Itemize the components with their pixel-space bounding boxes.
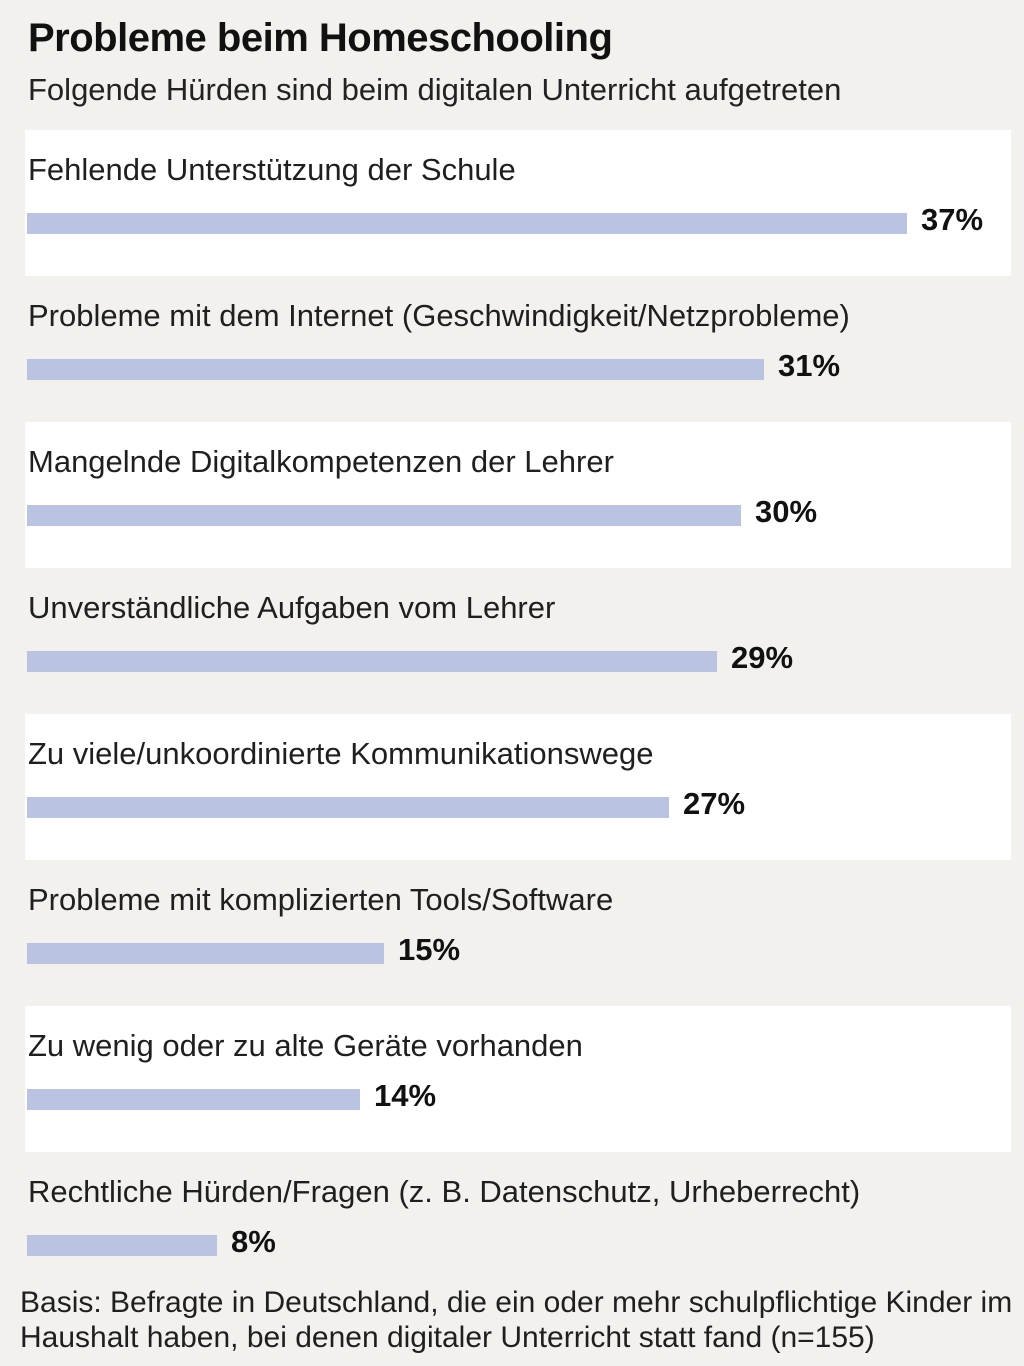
bar [27, 359, 764, 380]
category-label: Mangelnde Digitalkompetenzen der Lehrer [28, 444, 614, 479]
chart-title: Probleme beim Homeschooling [28, 16, 613, 60]
bar [27, 505, 741, 526]
category-label: Probleme mit komplizierten Tools/Softwar… [28, 882, 614, 917]
bar-row: Rechtliche Hürden/Fragen (z. B. Datensch… [25, 1152, 1011, 1298]
bar-row: Probleme mit dem Internet (Geschwindigke… [25, 276, 1011, 422]
bar-chart: Fehlende Unterstützung der Schule 37% Prob… [25, 130, 1011, 1298]
value-label: 15% [398, 932, 461, 967]
bar-row: Mangelnde Digitalkompetenzen der Lehrer 3… [25, 422, 1011, 568]
bar-row: Fehlende Unterstützung der Schule 37% [25, 130, 1011, 276]
category-label: Fehlende Unterstützung der Schule [28, 152, 516, 187]
bar-row: Probleme mit komplizierten Tools/Softwar… [25, 860, 1011, 1006]
bar [27, 1235, 217, 1256]
value-label: 8% [231, 1224, 276, 1259]
category-label: Zu wenig oder zu alte Geräte vorhanden [28, 1028, 583, 1063]
value-label: 31% [778, 348, 841, 383]
bar-row: Zu viele/unkoordinierte Kommunikationswe… [25, 714, 1011, 860]
category-label: Rechtliche Hürden/Fragen (z. B. Datensch… [28, 1174, 861, 1209]
bar-row: Zu wenig oder zu alte Geräte vorhanden 14… [25, 1006, 1011, 1152]
value-label: 29% [731, 640, 794, 675]
category-label: Zu viele/unkoordinierte Kommunikationswe… [28, 736, 654, 771]
value-label: 30% [755, 494, 818, 529]
footnote: Basis: Befragte in Deutschland, die ein … [20, 1286, 1013, 1354]
bar [27, 1089, 360, 1110]
bar [27, 213, 907, 234]
value-label: 37% [921, 202, 984, 237]
bar [27, 651, 717, 672]
bar [27, 797, 669, 818]
value-label: 14% [374, 1078, 437, 1113]
category-label: Unverständliche Aufgaben vom Lehrer [28, 590, 556, 625]
category-label: Probleme mit dem Internet (Geschwindigke… [28, 298, 850, 333]
bar-row: Unverständliche Aufgaben vom Lehrer 29% [25, 568, 1011, 714]
chart-subtitle: Folgende Hürden sind beim digitalen Unte… [28, 72, 842, 107]
value-label: 27% [683, 786, 746, 821]
bar [27, 943, 384, 964]
